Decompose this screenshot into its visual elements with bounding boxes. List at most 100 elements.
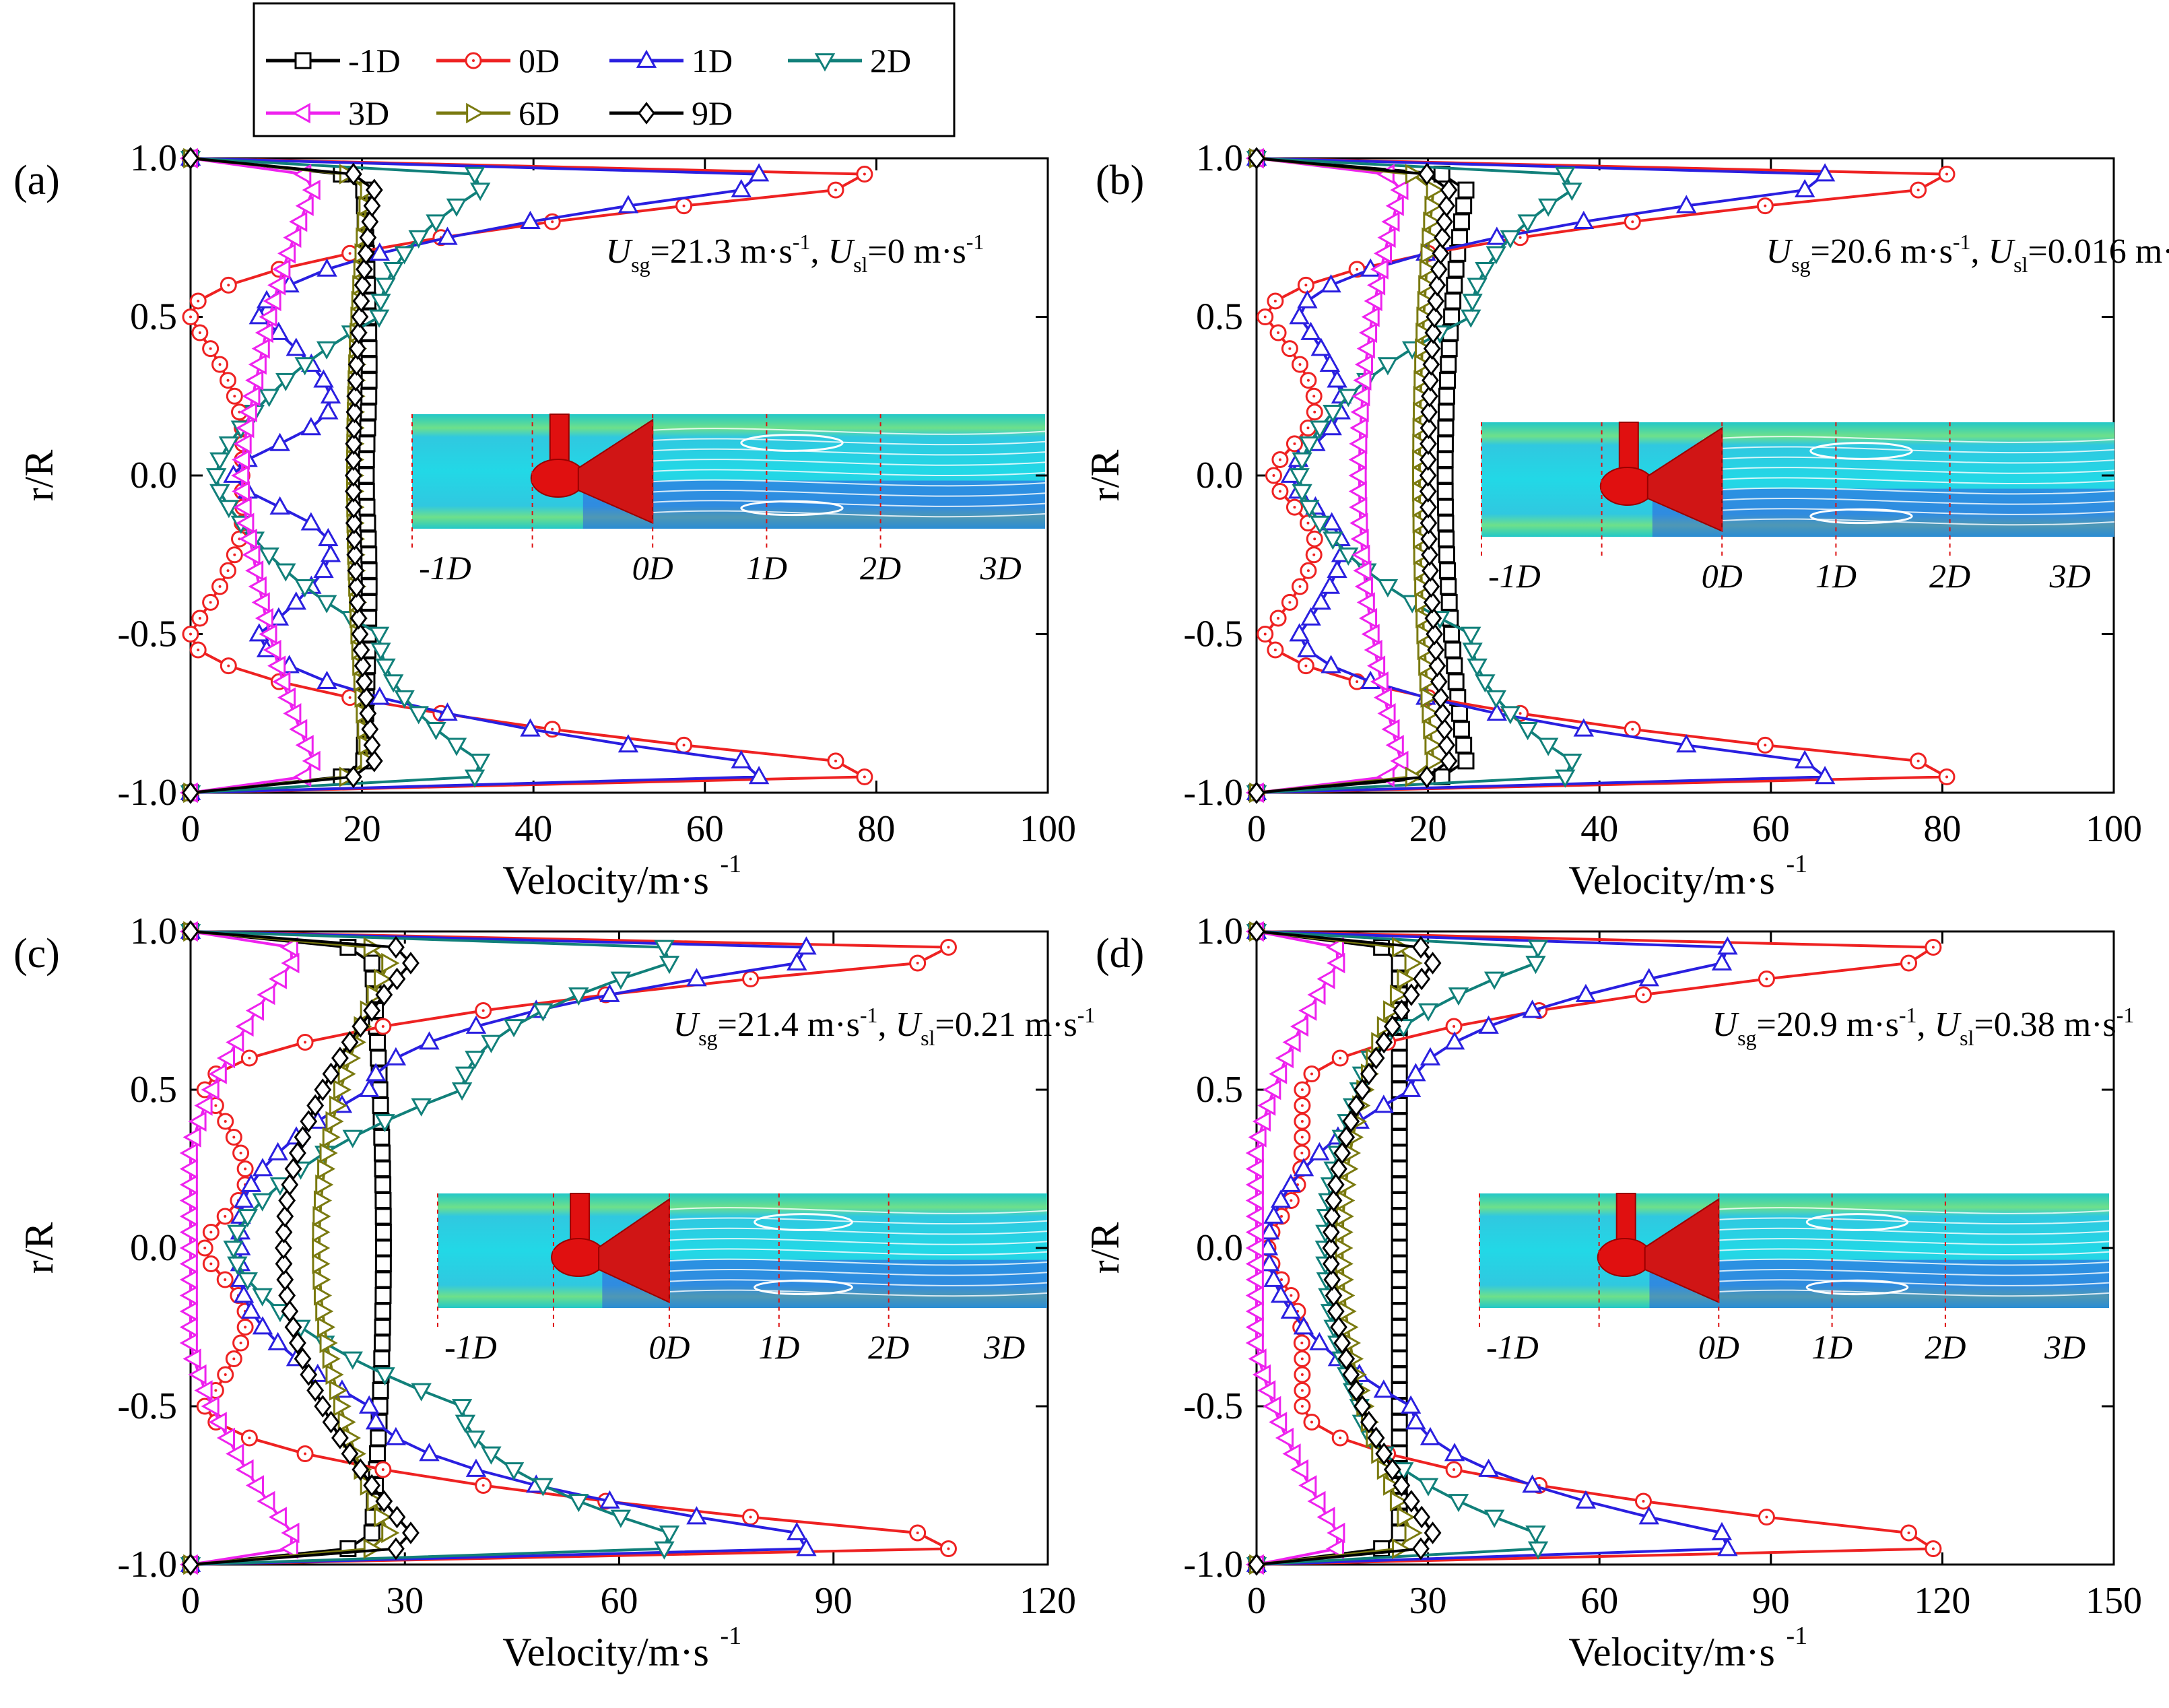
- annotation-part: ,: [878, 1006, 896, 1044]
- streamline: [1700, 1268, 2110, 1276]
- data-point: [240, 1300, 262, 1319]
- y-tick-label: -0.5: [1183, 614, 1243, 655]
- data-point: [1676, 195, 1697, 214]
- data-point: [347, 575, 366, 598]
- data-point: [1245, 1285, 1264, 1306]
- data-point: [1462, 294, 1483, 313]
- data-point: [455, 1414, 476, 1433]
- data-point: [1440, 356, 1457, 373]
- data-point: [1366, 275, 1386, 296]
- data-point-dot: [1288, 601, 1292, 604]
- series-6D: [183, 921, 400, 1575]
- data-point: [1461, 626, 1481, 645]
- annotation-part: U: [673, 1006, 701, 1044]
- probe-nose: [1597, 1238, 1653, 1277]
- data-point: [1448, 1494, 1469, 1513]
- data-point-dot: [1293, 506, 1296, 509]
- data-point: [272, 259, 291, 280]
- data-point: [1423, 719, 1442, 740]
- data-point: [1390, 179, 1409, 201]
- data-point: [1415, 322, 1434, 343]
- streamline: [1702, 467, 2115, 474]
- data-point: [1444, 641, 1462, 659]
- data-point: [374, 1255, 392, 1272]
- series-3D: [179, 921, 300, 1575]
- data-point: [1333, 1142, 1352, 1164]
- data-point: [1575, 1490, 1597, 1509]
- annotation-part: U: [896, 1006, 923, 1044]
- data-point: [1436, 210, 1453, 233]
- inset-label-2D: 2D: [1929, 557, 1970, 595]
- data-point: [312, 1237, 331, 1259]
- data-point: [1391, 1144, 1408, 1162]
- data-point: [1383, 1458, 1401, 1481]
- y-tick-label: -1.0: [117, 772, 177, 814]
- data-point: [1361, 624, 1380, 645]
- data-point: [1420, 511, 1438, 535]
- data-point-dot: [1310, 1072, 1313, 1076]
- data-point: [344, 162, 362, 186]
- data-point-dot: [1631, 220, 1634, 224]
- data-point: [1478, 1458, 1499, 1477]
- data-point-dot: [481, 1484, 485, 1487]
- streamline: [650, 1258, 1048, 1266]
- data-point-dot: [227, 664, 230, 667]
- data-point: [325, 1364, 344, 1385]
- data-point: [1327, 560, 1347, 579]
- data-point: [1438, 530, 1455, 548]
- data-point: [1245, 1269, 1264, 1290]
- data-point-dot: [304, 1452, 307, 1455]
- data-point: [374, 1192, 392, 1209]
- data-point: [1391, 1287, 1408, 1304]
- data-point-dot: [1272, 474, 1275, 477]
- data-point-dot: [1298, 363, 1302, 366]
- data-point: [1486, 702, 1508, 721]
- data-point: [1360, 1410, 1378, 1434]
- data-point: [533, 1478, 554, 1497]
- data-point: [1252, 1364, 1271, 1385]
- data-point-dot: [1293, 442, 1296, 445]
- data-point-dot: [551, 220, 554, 224]
- data-point: [363, 733, 381, 757]
- data-point: [345, 416, 363, 440]
- x-axis-label: Velocity/m·s: [1568, 1630, 1775, 1674]
- streamline: [1702, 436, 2115, 443]
- data-point: [1316, 968, 1335, 989]
- data-point: [188, 1111, 207, 1132]
- data-point: [1391, 1414, 1408, 1431]
- data-point: [194, 1095, 213, 1116]
- data-point: [182, 1348, 201, 1369]
- vortex-lower: [1809, 508, 1913, 525]
- data-point: [1297, 290, 1318, 308]
- data-point-dot: [232, 1136, 236, 1139]
- data-point: [345, 496, 363, 519]
- vortex-lower: [754, 1279, 853, 1296]
- data-point: [1349, 496, 1368, 518]
- data-point: [1322, 1252, 1340, 1276]
- data-point-dot: [1356, 267, 1359, 271]
- annotation-part: =0 m·s: [867, 232, 966, 271]
- series--1D: [1248, 150, 1475, 801]
- data-point: [351, 622, 369, 646]
- data-point: [370, 643, 391, 661]
- annotation-part: sg: [1737, 1026, 1756, 1050]
- data-point-dot: [1306, 521, 1310, 525]
- data-point: [233, 1284, 255, 1303]
- data-point: [1446, 657, 1463, 675]
- data-point: [1537, 737, 1559, 756]
- data-point-dot: [1280, 1278, 1283, 1281]
- data-point: [1440, 340, 1458, 358]
- data-point-dot: [1300, 1342, 1304, 1344]
- data-point: [1347, 1379, 1366, 1402]
- data-point: [331, 1426, 349, 1449]
- data-point: [1356, 338, 1375, 359]
- annotation-part: =0.38 m·s: [1974, 1006, 2116, 1044]
- y-tick-label: 0.5: [130, 1069, 177, 1111]
- data-point: [796, 936, 817, 955]
- data-point: [1446, 276, 1463, 294]
- data-point: [232, 449, 251, 470]
- data-point: [233, 433, 252, 455]
- legend-item-3D: 3D: [266, 94, 389, 132]
- data-point: [1527, 1541, 1549, 1560]
- data-point: [295, 735, 314, 756]
